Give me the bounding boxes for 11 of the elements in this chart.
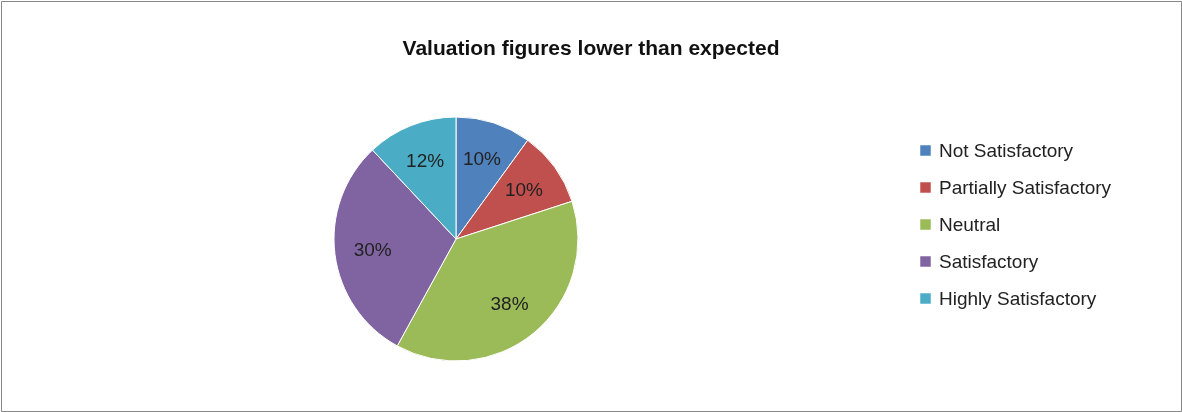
- legend-label: Not Satisfactory: [939, 139, 1074, 161]
- legend-label: Satisfactory: [939, 250, 1039, 272]
- legend-label: Highly Satisfactory: [939, 287, 1097, 309]
- data-label: 12%: [406, 149, 445, 171]
- legend-label: Partially Satisfactory: [939, 176, 1112, 198]
- legend-label: Neutral: [939, 213, 1001, 235]
- chart-title: Valuation figures lower than expected: [402, 36, 780, 59]
- data-label: 10%: [504, 178, 544, 200]
- data-label: 38%: [490, 292, 529, 314]
- data-label: 10%: [462, 148, 502, 170]
- data-label: 30%: [353, 238, 392, 260]
